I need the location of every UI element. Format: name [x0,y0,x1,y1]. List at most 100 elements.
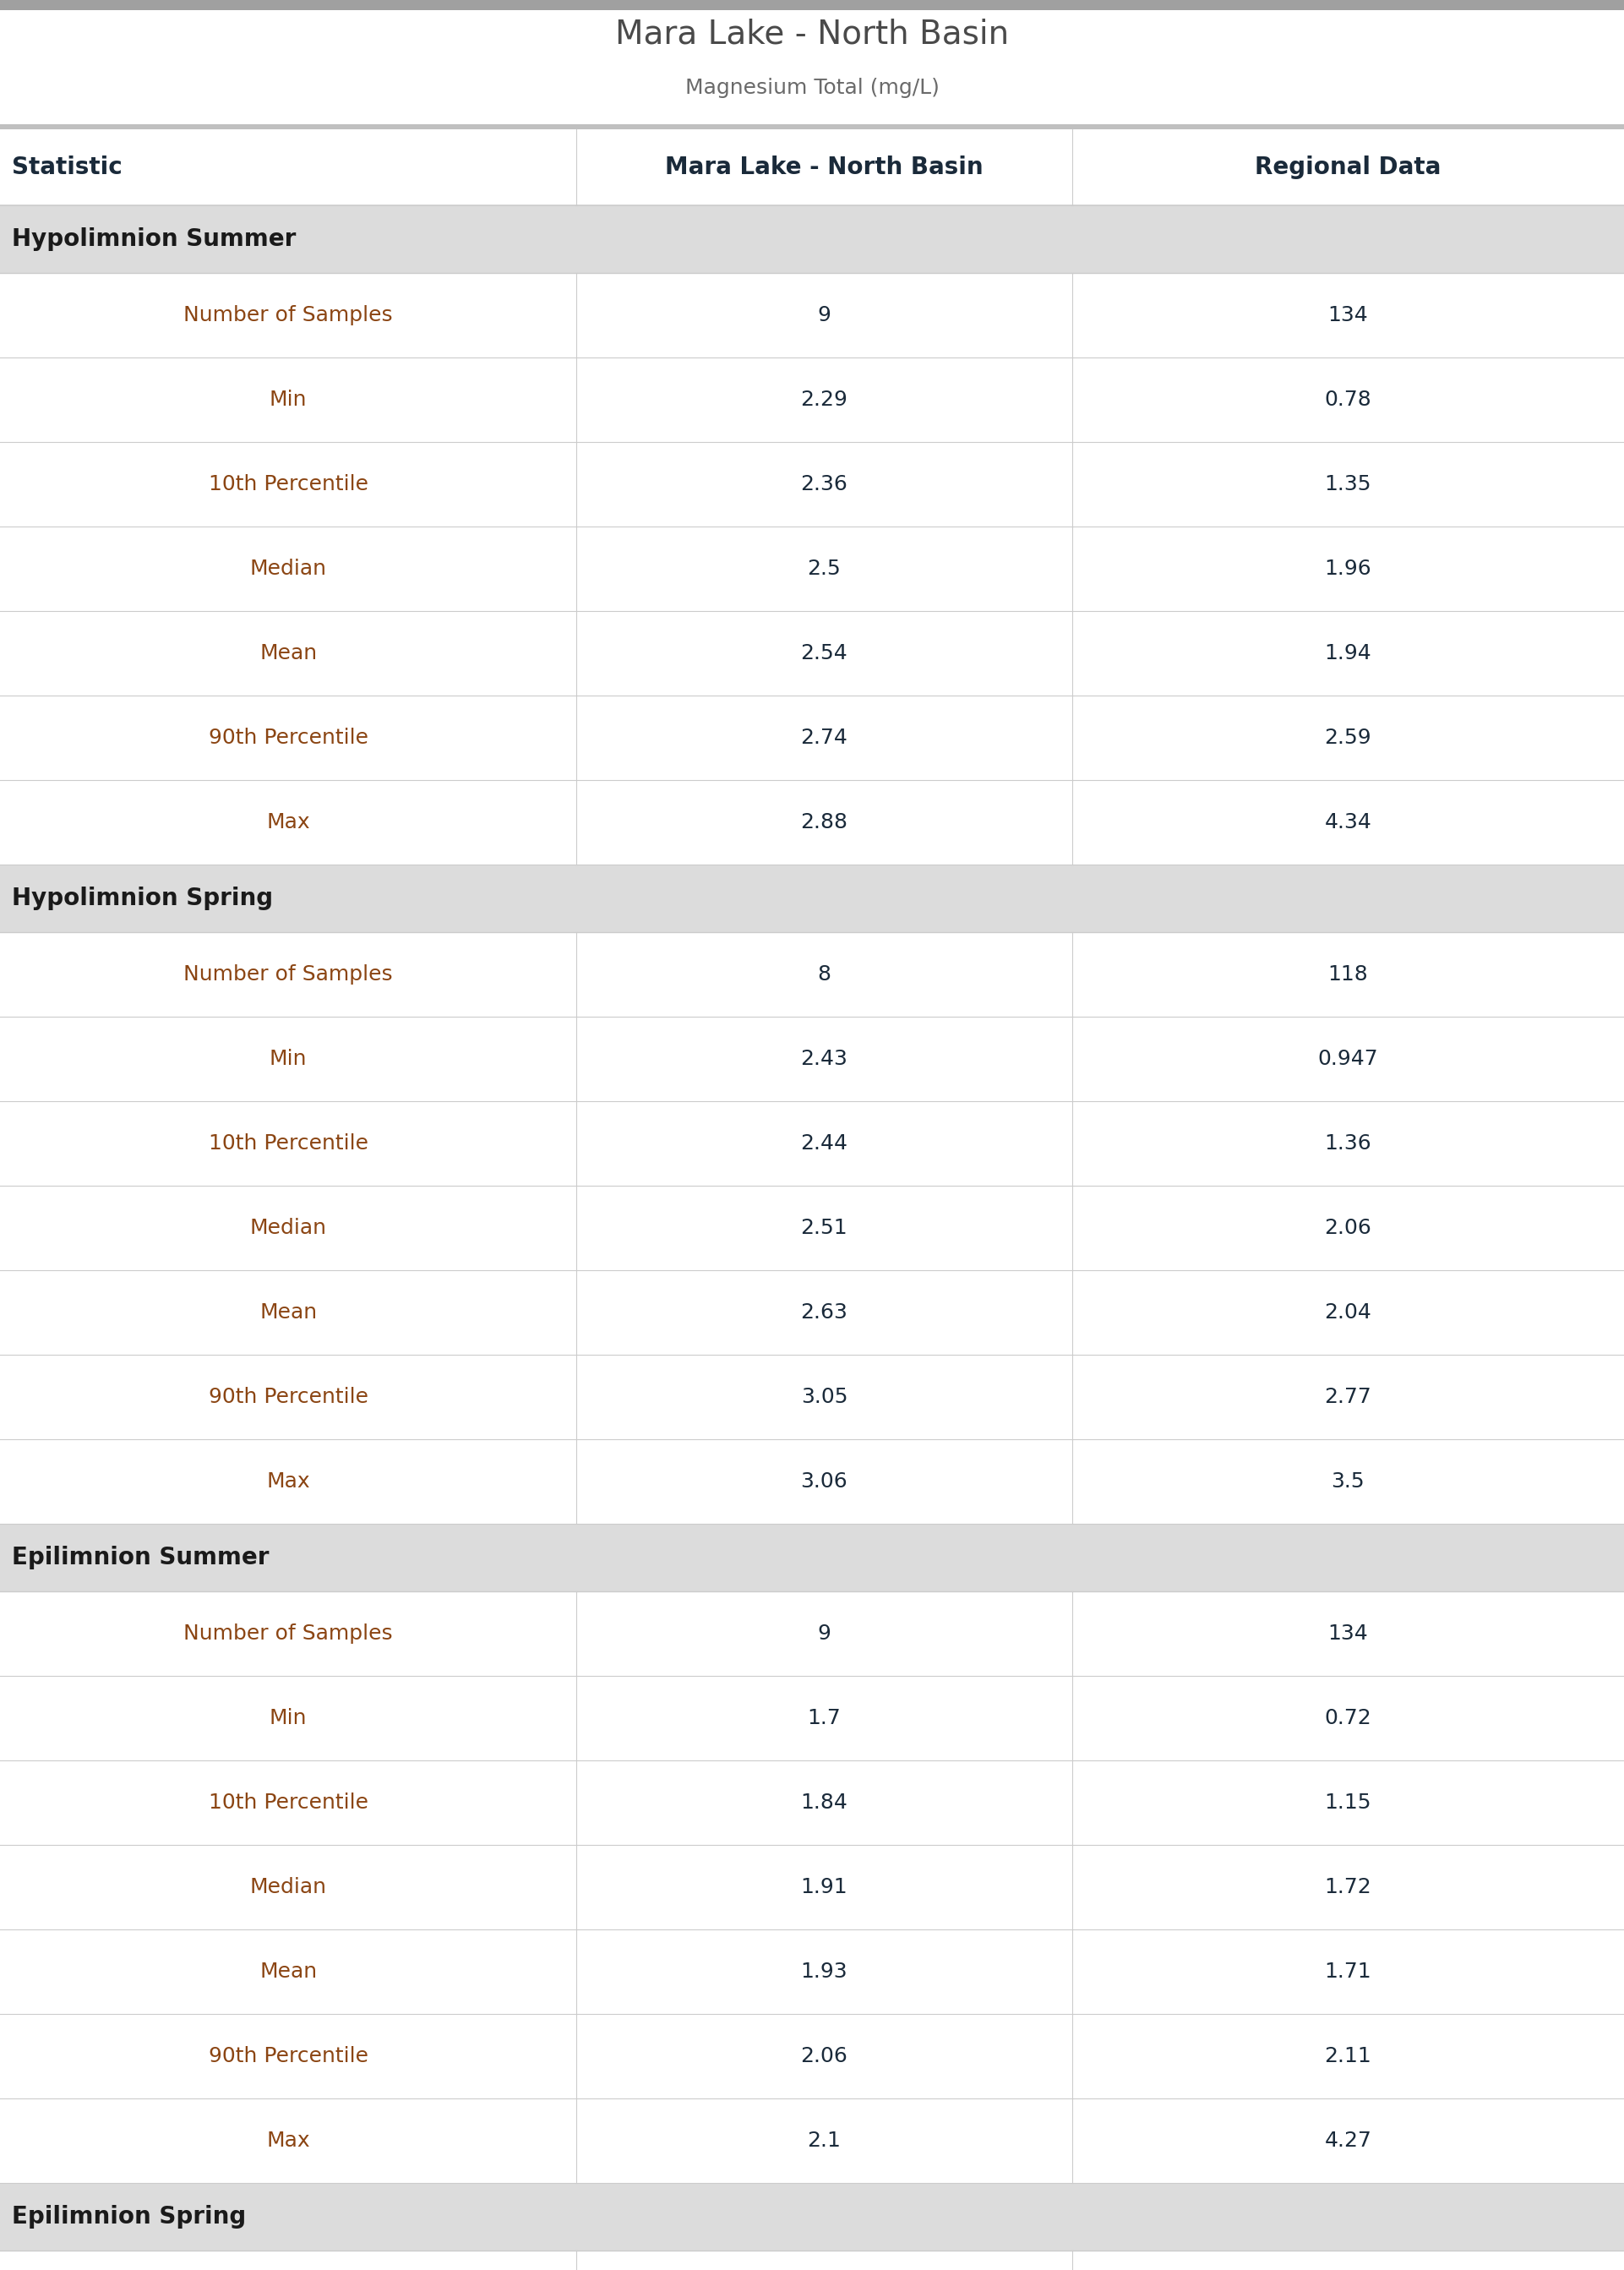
Text: 118: 118 [1328,965,1367,985]
Bar [0,2250,1624,2270]
Text: 1.71: 1.71 [1325,1961,1371,1982]
Bar [0,1523,1624,1591]
Bar [0,1439,1624,1523]
Text: 2.77: 2.77 [1324,1387,1372,1407]
Text: Magnesium Total (mg/L): Magnesium Total (mg/L) [685,77,939,98]
Text: Hypolimnion Summer: Hypolimnion Summer [11,227,296,252]
Text: 9: 9 [817,304,831,325]
Text: 1.15: 1.15 [1325,1793,1371,1814]
Bar [0,1017,1624,1101]
Bar [0,204,1624,272]
Text: 90th Percentile: 90th Percentile [208,2045,369,2066]
Bar [0,1185,1624,1271]
Text: 0.72: 0.72 [1324,1707,1372,1727]
Text: Regional Data: Regional Data [1255,157,1440,179]
Text: Mean: Mean [260,642,317,663]
Bar [0,1930,1624,2013]
Bar [0,0,1624,9]
Bar [0,356,1624,443]
Text: 2.5: 2.5 [807,558,841,579]
Bar [0,125,1624,129]
Text: 2.74: 2.74 [801,729,848,747]
Text: 1.72: 1.72 [1324,1877,1372,1898]
Text: 2.06: 2.06 [801,2045,848,2066]
Text: 2.36: 2.36 [801,474,848,495]
Text: 90th Percentile: 90th Percentile [208,729,369,747]
Bar [0,865,1624,933]
Text: Max: Max [266,2132,310,2152]
Text: Number of Samples: Number of Samples [184,304,393,325]
Text: 3.05: 3.05 [801,1387,848,1407]
Bar [0,1675,1624,1762]
Text: 1.35: 1.35 [1325,474,1371,495]
Text: Max: Max [266,813,310,833]
Text: 1.96: 1.96 [1324,558,1372,579]
Text: 2.04: 2.04 [1324,1303,1372,1323]
Bar [0,1846,1624,1930]
Text: 2.44: 2.44 [801,1133,848,1153]
Text: 8: 8 [817,965,831,985]
Bar [0,2184,1624,2250]
Text: Median: Median [250,1877,326,1898]
Bar [0,933,1624,1017]
Text: Epilimnion Summer: Epilimnion Summer [11,1546,270,1569]
Text: 1.36: 1.36 [1324,1133,1372,1153]
Text: Min: Min [270,1707,307,1727]
Text: 10th Percentile: 10th Percentile [208,474,369,495]
Bar [0,695,1624,781]
Text: 2.29: 2.29 [801,390,848,411]
Bar [0,611,1624,695]
Text: 2.11: 2.11 [1324,2045,1372,2066]
Bar [0,527,1624,611]
Text: 1.7: 1.7 [807,1707,841,1727]
Text: 3.5: 3.5 [1332,1471,1364,1491]
Text: Min: Min [270,390,307,411]
Text: Mara Lake - North Basin: Mara Lake - North Basin [666,157,983,179]
Text: 0.947: 0.947 [1317,1049,1379,1069]
Bar [0,272,1624,356]
Text: 2.88: 2.88 [801,813,848,833]
Text: 2.06: 2.06 [1324,1217,1372,1237]
Text: Hypolimnion Spring: Hypolimnion Spring [11,888,273,910]
Text: 2.59: 2.59 [1325,729,1371,747]
Text: Number of Samples: Number of Samples [184,1623,393,1643]
Text: Number of Samples: Number of Samples [184,965,393,985]
Text: 4.34: 4.34 [1324,813,1372,833]
Bar [0,2097,1624,2184]
Bar [0,2013,1624,2097]
Text: 2.54: 2.54 [801,642,848,663]
Text: 10th Percentile: 10th Percentile [208,1133,369,1153]
Text: Mean: Mean [260,1961,317,1982]
Bar [0,1271,1624,1355]
Text: Epilimnion Spring: Epilimnion Spring [11,2204,247,2229]
Text: 4.27: 4.27 [1324,2132,1372,2152]
Bar [0,1591,1624,1675]
Text: Max: Max [266,1471,310,1491]
Text: 1.93: 1.93 [801,1961,848,1982]
Text: 134: 134 [1328,304,1367,325]
Text: 9: 9 [817,1623,831,1643]
Text: 2.51: 2.51 [801,1217,848,1237]
Text: Median: Median [250,1217,326,1237]
Text: 10th Percentile: 10th Percentile [208,1793,369,1814]
Text: Statistic: Statistic [11,157,122,179]
Text: Mean: Mean [260,1303,317,1323]
Text: 3.06: 3.06 [801,1471,848,1491]
Text: 1.84: 1.84 [801,1793,848,1814]
Bar [0,781,1624,865]
Text: 0.78: 0.78 [1324,390,1372,411]
Text: 1.91: 1.91 [801,1877,848,1898]
Text: Mara Lake - North Basin: Mara Lake - North Basin [615,18,1009,50]
Text: 1.94: 1.94 [1324,642,1372,663]
Bar [0,1355,1624,1439]
Bar [0,129,1624,204]
Text: 134: 134 [1328,1623,1367,1643]
Text: Min: Min [270,1049,307,1069]
Bar [0,1101,1624,1185]
Text: Median: Median [250,558,326,579]
Text: 2.1: 2.1 [807,2132,841,2152]
Bar [0,1762,1624,1846]
Bar [0,443,1624,527]
Text: 2.63: 2.63 [801,1303,848,1323]
Text: 2.43: 2.43 [801,1049,848,1069]
